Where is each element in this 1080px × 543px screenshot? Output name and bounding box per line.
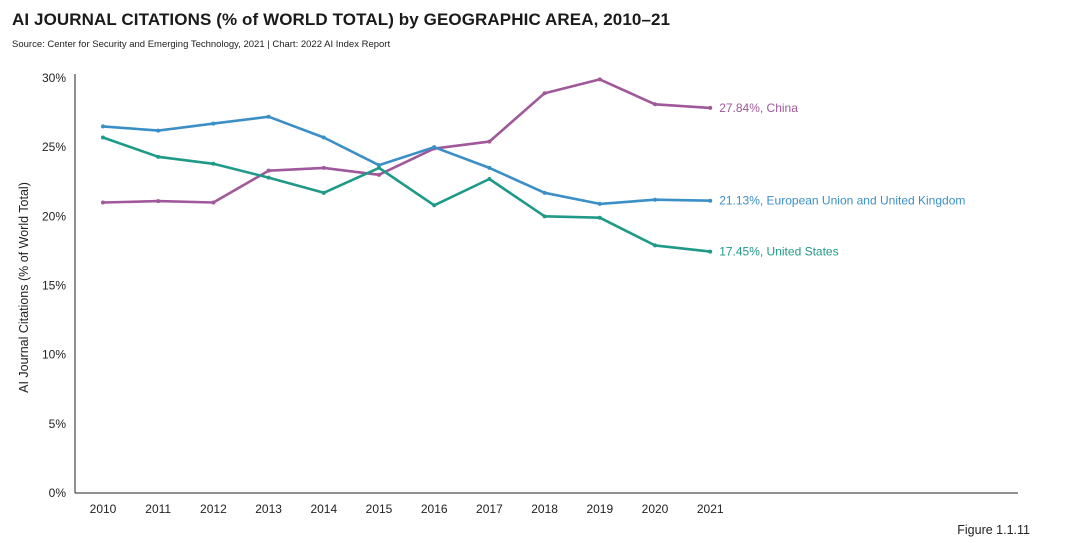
y-tick-label: 20% <box>42 209 66 223</box>
data-point-eu_uk <box>211 121 216 126</box>
figure-label: Figure 1.1.11 <box>957 523 1030 537</box>
y-tick-label: 25% <box>42 140 66 154</box>
x-tick-label: 2014 <box>310 502 337 516</box>
data-point-eu_uk <box>653 197 657 202</box>
x-tick-label: 2019 <box>586 502 613 516</box>
data-point-eu_uk <box>708 198 713 203</box>
y-tick-label: 30% <box>42 71 66 85</box>
data-point-us <box>211 161 216 166</box>
x-tick-label: 2012 <box>200 502 227 516</box>
data-point-us <box>708 249 713 254</box>
data-point-us <box>101 135 105 140</box>
data-point-eu_uk <box>266 114 271 119</box>
x-tick-label: 2011 <box>145 502 171 516</box>
y-axis-ticks: 0% 5% 10% 15% 20% 25% 30% <box>42 71 66 500</box>
data-point-china <box>266 168 271 173</box>
data-point-us <box>432 203 437 208</box>
data-point-us <box>653 243 657 248</box>
x-tick-label: 2017 <box>476 502 503 516</box>
data-point-china <box>708 105 713 110</box>
end-label-eu_uk: 21.13%, European Union and United Kingdo… <box>719 194 965 208</box>
data-point-china <box>377 172 381 177</box>
data-point-us <box>542 214 547 219</box>
data-point-us <box>377 165 381 170</box>
end-label-china: 27.84%, China <box>719 101 798 115</box>
data-point-us <box>266 175 271 180</box>
data-point-eu_uk <box>597 201 602 206</box>
y-axis-label: AI Journal Citations (% of World Total) <box>17 182 31 393</box>
data-point-china <box>101 200 105 205</box>
data-point-us <box>156 154 161 159</box>
data-point-eu_uk <box>377 163 381 168</box>
x-tick-label: 2020 <box>642 502 669 516</box>
data-point-eu_uk <box>101 124 105 129</box>
data-point-eu_uk <box>542 190 547 195</box>
end-label-us: 17.45%, United States <box>719 245 838 259</box>
data-point-china <box>542 91 547 96</box>
data-point-china <box>597 77 602 82</box>
series-line-china <box>101 78 712 204</box>
series-line-us <box>101 136 712 253</box>
data-point-us <box>487 176 492 181</box>
series-line-eu_uk <box>101 115 712 206</box>
y-tick-label: 5% <box>49 417 67 431</box>
x-tick-label: 2016 <box>421 502 448 516</box>
x-tick-label: 2021 <box>697 502 724 516</box>
y-tick-label: 10% <box>42 348 66 362</box>
x-axis-ticks: 2010 2011 2012 2013 2014 2015 2016 2017 2018 2019… <box>90 502 724 516</box>
data-point-us <box>321 190 326 195</box>
data-point-china <box>211 200 216 205</box>
series-lines <box>101 77 713 254</box>
x-tick-label: 2013 <box>255 502 282 516</box>
data-point-china <box>156 199 161 204</box>
x-tick-label: 2015 <box>366 502 393 516</box>
x-tick-label: 2010 <box>90 502 117 516</box>
series-end-labels: 27.84%, China 21.13%, European Union and … <box>719 101 965 259</box>
data-point-eu_uk <box>432 145 437 150</box>
chart-title: AI JOURNAL CITATIONS (% of WORLD TOTAL) … <box>12 10 671 29</box>
data-point-china <box>487 139 492 144</box>
y-tick-label: 0% <box>49 486 67 500</box>
data-point-eu_uk <box>487 165 492 170</box>
data-point-china <box>321 165 326 170</box>
data-point-eu_uk <box>156 128 161 133</box>
x-tick-label: 2018 <box>531 502 558 516</box>
data-point-eu_uk <box>321 135 326 140</box>
data-point-us <box>597 215 602 220</box>
chart-source: Source: Center for Security and Emerging… <box>12 39 391 50</box>
data-point-china <box>653 102 657 107</box>
y-tick-label: 15% <box>42 279 66 293</box>
